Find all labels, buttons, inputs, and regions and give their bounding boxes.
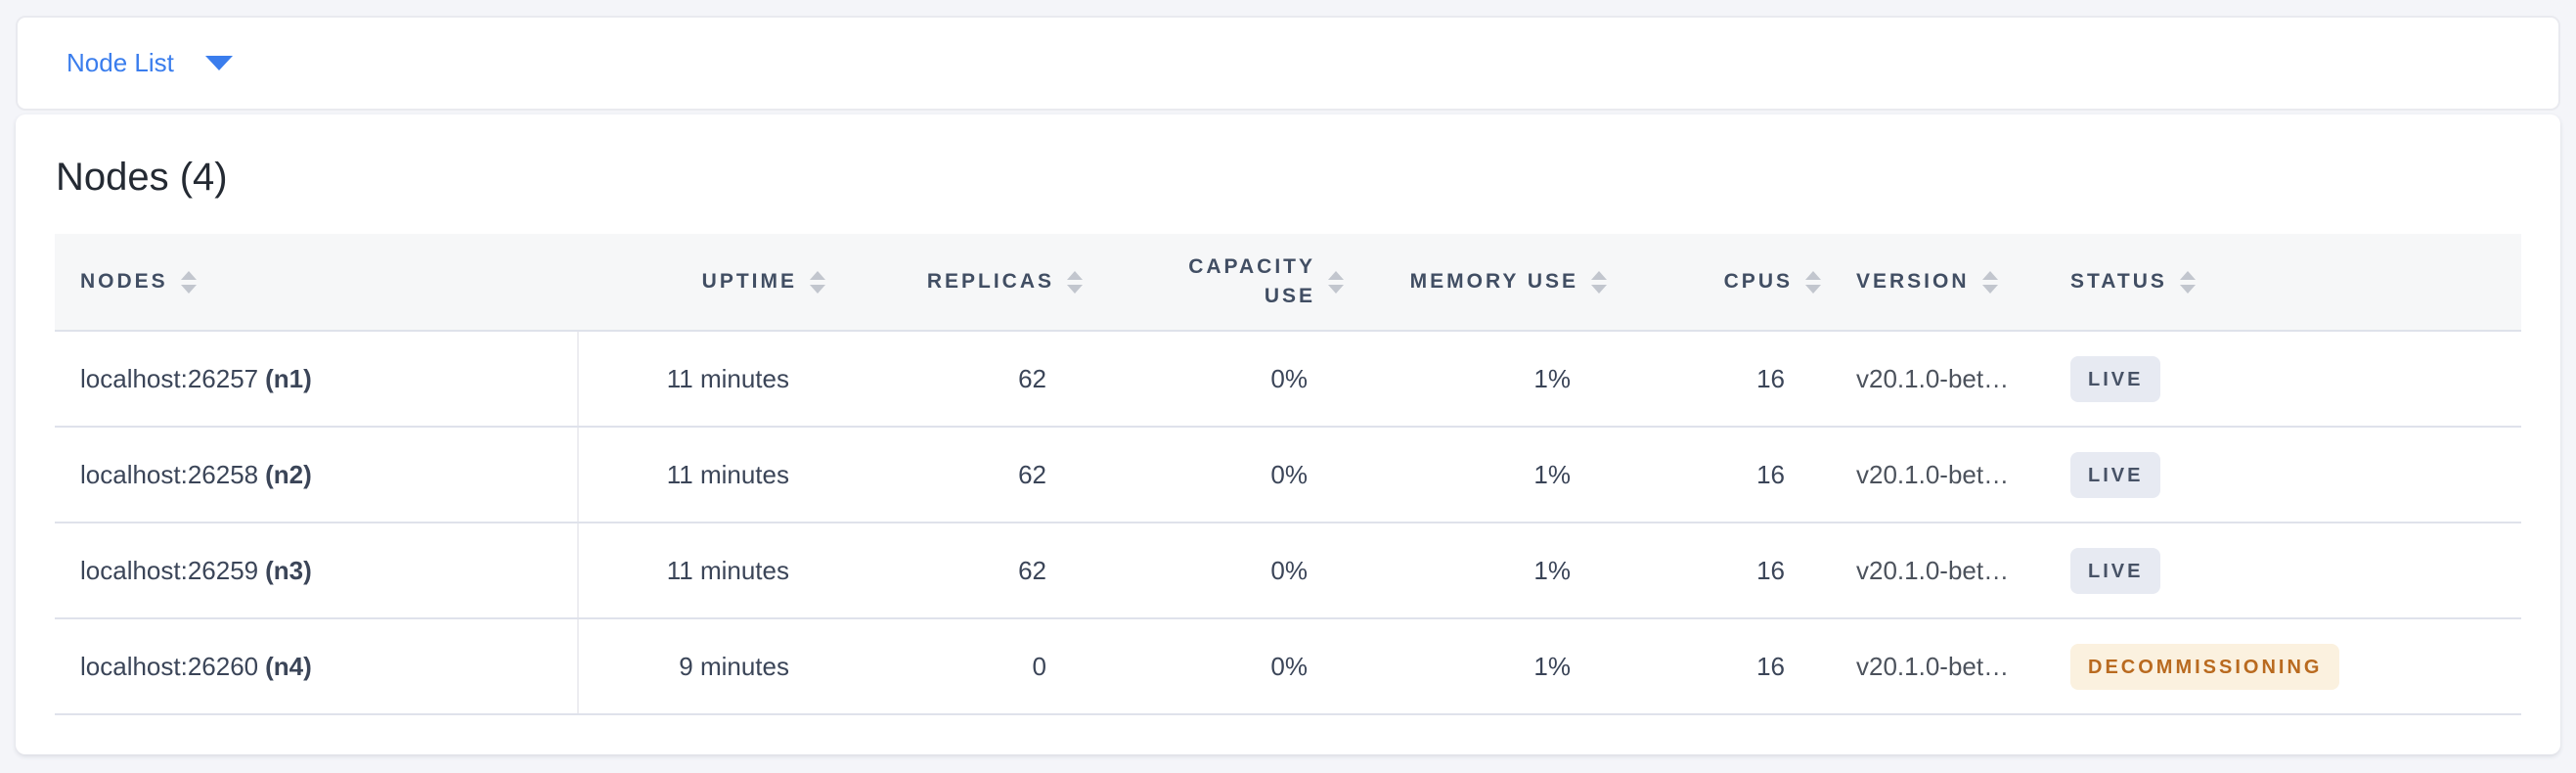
status-badge: DECOMMISSIONING bbox=[2070, 643, 2340, 690]
status-badge: LIVE bbox=[2070, 547, 2161, 594]
cell-version: v20.1.0-bet… bbox=[1856, 363, 2010, 393]
cell-uptime: 9 minutes bbox=[577, 619, 845, 713]
sort-icon bbox=[1591, 270, 1607, 294]
column-header-capacity-use[interactable]: Capacity Use bbox=[1102, 234, 1363, 330]
dropdown-label: Node List bbox=[67, 48, 174, 77]
node-id: (n2) bbox=[265, 459, 312, 489]
column-header-uptime[interactable]: Uptime bbox=[577, 234, 845, 330]
column-header-replicas[interactable]: Replicas bbox=[845, 234, 1102, 330]
cell-cpus: 16 bbox=[1756, 459, 1785, 489]
view-selector-card: Node List bbox=[16, 16, 2560, 111]
nodes-table: Nodes Uptime Replicas Capacity Use Memor… bbox=[55, 234, 2521, 715]
cell-status: DECOMMISSIONING bbox=[2048, 619, 2519, 713]
cell-replicas: 62 bbox=[1018, 363, 1046, 393]
nodes-summary-card: Nodes (4) Nodes Uptime Replicas Capacity… bbox=[16, 114, 2560, 754]
column-header-status[interactable]: Status bbox=[2048, 234, 2519, 330]
cell-cpus: 16 bbox=[1756, 555, 1785, 585]
cell-status: LIVE bbox=[2048, 332, 2519, 426]
cell-status: LIVE bbox=[2048, 428, 2519, 522]
cell-capacity-use: 0% bbox=[1270, 459, 1308, 489]
cell-replicas: 62 bbox=[1018, 555, 1046, 585]
cell-uptime: 11 minutes bbox=[577, 523, 845, 617]
table-row: localhost:26257 (n1) 11 minutes 62 0% 1%… bbox=[55, 332, 2521, 428]
sort-icon bbox=[180, 270, 197, 294]
column-header-memory-use[interactable]: Memory Use bbox=[1363, 234, 1626, 330]
cell-replicas: 62 bbox=[1018, 459, 1046, 489]
node-id: (n1) bbox=[265, 363, 312, 393]
cell-cpus: 16 bbox=[1756, 363, 1785, 393]
cell-node-address: localhost:26258 (n2) bbox=[55, 428, 577, 522]
node-link[interactable]: localhost:26260 bbox=[80, 651, 259, 681]
node-link[interactable]: localhost:26259 bbox=[80, 555, 259, 585]
node-list-dropdown[interactable]: Node List bbox=[67, 48, 233, 78]
cell-memory-use: 1% bbox=[1533, 363, 1571, 393]
sort-icon bbox=[2179, 270, 2196, 294]
cell-node-address: localhost:26259 (n3) bbox=[55, 523, 577, 617]
table-header-row: Nodes Uptime Replicas Capacity Use Memor… bbox=[55, 234, 2521, 332]
node-id: (n4) bbox=[265, 651, 312, 681]
node-id: (n3) bbox=[265, 555, 312, 585]
cell-memory-use: 1% bbox=[1533, 651, 1571, 681]
cell-cpus: 16 bbox=[1756, 651, 1785, 681]
sort-icon bbox=[1067, 270, 1083, 294]
cell-memory-use: 1% bbox=[1533, 459, 1571, 489]
sort-icon bbox=[1805, 270, 1821, 294]
node-link[interactable]: localhost:26258 bbox=[80, 459, 259, 489]
sort-icon bbox=[810, 270, 825, 294]
status-badge: LIVE bbox=[2070, 451, 2161, 498]
cell-replicas: 0 bbox=[1032, 651, 1046, 681]
node-link[interactable]: localhost:26257 bbox=[80, 363, 259, 393]
cell-capacity-use: 0% bbox=[1270, 555, 1308, 585]
cell-version: v20.1.0-bet… bbox=[1856, 555, 2010, 585]
cell-node-address: localhost:26260 (n4) bbox=[55, 619, 577, 713]
cell-memory-use: 1% bbox=[1533, 555, 1571, 585]
chevron-down-icon bbox=[204, 56, 233, 70]
column-header-cpus[interactable]: CPUs bbox=[1626, 234, 1841, 330]
cell-version: v20.1.0-bet… bbox=[1856, 459, 2010, 489]
cell-uptime: 11 minutes bbox=[577, 332, 845, 426]
column-header-nodes[interactable]: Nodes bbox=[55, 234, 577, 330]
table-row: localhost:26258 (n2) 11 minutes 62 0% 1%… bbox=[55, 428, 2521, 523]
status-badge: LIVE bbox=[2070, 355, 2161, 402]
cell-uptime: 11 minutes bbox=[577, 428, 845, 522]
cell-status: LIVE bbox=[2048, 523, 2519, 617]
table-row: localhost:26259 (n3) 11 minutes 62 0% 1%… bbox=[55, 523, 2521, 619]
cell-capacity-use: 0% bbox=[1270, 363, 1308, 393]
page-title: Nodes (4) bbox=[56, 156, 228, 199]
sort-icon bbox=[1981, 270, 1998, 294]
sort-icon bbox=[1328, 270, 1344, 294]
cell-node-address: localhost:26257 (n1) bbox=[55, 332, 577, 426]
cell-capacity-use: 0% bbox=[1270, 651, 1308, 681]
cell-version: v20.1.0-bet… bbox=[1856, 651, 2010, 681]
column-header-version[interactable]: Version bbox=[1841, 234, 2048, 330]
table-row: localhost:26260 (n4) 9 minutes 0 0% 1% 1… bbox=[55, 619, 2521, 715]
